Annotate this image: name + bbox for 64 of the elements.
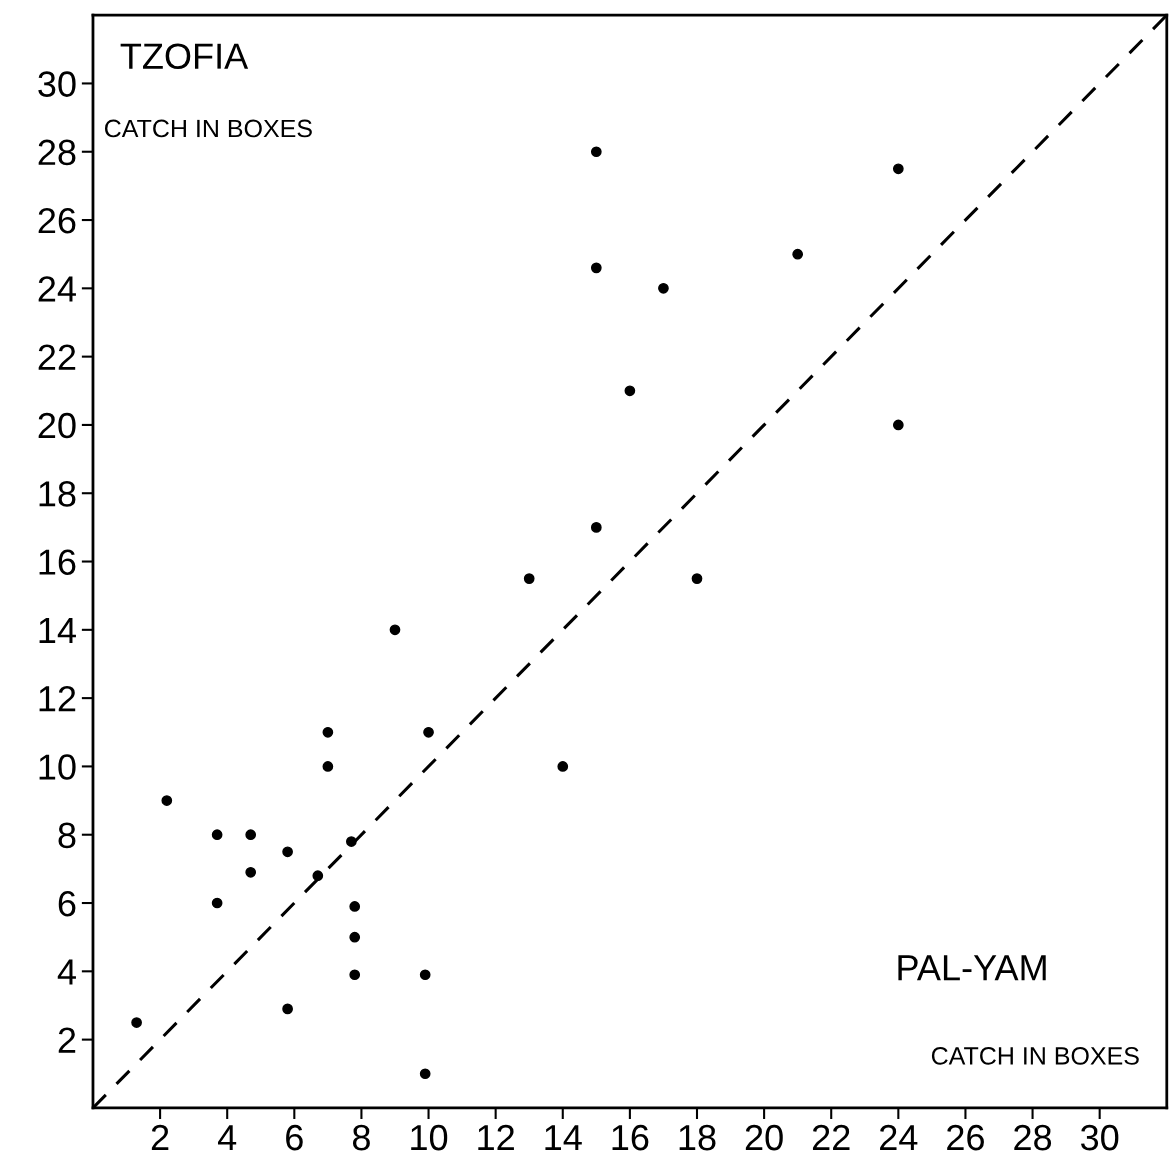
y-tick-label: 30 xyxy=(38,71,76,97)
point xyxy=(892,163,904,175)
x-tick-label: 2 xyxy=(151,1124,169,1151)
x-tick-label: 4 xyxy=(217,1125,237,1151)
point xyxy=(590,262,602,274)
point xyxy=(349,969,361,981)
y-tick-label: 2 xyxy=(58,1027,76,1053)
point xyxy=(423,726,434,738)
point xyxy=(419,1068,431,1080)
x-tick-label: 28 xyxy=(1014,1124,1052,1151)
point xyxy=(557,761,569,772)
point xyxy=(349,931,361,943)
point xyxy=(282,846,293,858)
point xyxy=(590,146,602,158)
y-tick-label: 20 xyxy=(38,412,76,439)
x-tick-label: 14 xyxy=(545,1125,582,1151)
y-tick-label: 12 xyxy=(39,686,76,712)
y-tick-label: 10 xyxy=(39,754,76,780)
point xyxy=(691,573,703,584)
point xyxy=(322,726,334,738)
x-tick-label: 16 xyxy=(612,1124,649,1151)
point xyxy=(131,1017,142,1028)
point xyxy=(322,761,334,772)
point xyxy=(245,866,257,878)
y-tick-label: 24 xyxy=(38,276,76,302)
annotation: PAL-YAM xyxy=(898,955,1046,981)
y-tick-label: 28 xyxy=(38,139,76,166)
x-tick-label: 6 xyxy=(286,1124,303,1151)
point xyxy=(211,897,223,909)
y-tick-label: 8 xyxy=(58,822,76,849)
point xyxy=(211,829,223,841)
x-tick-label: 18 xyxy=(679,1124,716,1151)
point xyxy=(346,836,357,847)
y-tick-label: 4 xyxy=(57,959,76,985)
x-tick-label: 22 xyxy=(812,1124,850,1151)
point xyxy=(389,624,401,636)
point xyxy=(245,829,257,841)
point xyxy=(658,282,669,294)
x-tick-label: 8 xyxy=(352,1124,370,1151)
y-tick-label: 26 xyxy=(38,207,76,234)
x-tick-label: 30 xyxy=(1080,1124,1119,1151)
annotation: CATCH IN BOXES xyxy=(931,1047,1139,1065)
y-tick-label: 22 xyxy=(38,344,76,370)
point xyxy=(161,795,173,806)
x-tick-label: 10 xyxy=(411,1124,448,1151)
y-tick-label: 18 xyxy=(39,481,76,507)
annotation: TZOFIA xyxy=(120,43,249,69)
x-tick-label: 20 xyxy=(745,1124,783,1151)
point xyxy=(282,1003,293,1015)
y-tick-label: 14 xyxy=(39,618,76,643)
point xyxy=(312,870,324,882)
point xyxy=(792,248,804,260)
point xyxy=(892,419,904,431)
point xyxy=(590,522,602,533)
point xyxy=(523,573,535,584)
annotation: CATCH IN BOXES xyxy=(104,119,312,138)
x-tick-label: 12 xyxy=(478,1124,514,1151)
point xyxy=(419,969,431,981)
point xyxy=(349,901,361,912)
y-tick-label: 6 xyxy=(58,890,76,917)
point xyxy=(624,385,636,397)
y-tick-label: 16 xyxy=(39,549,76,575)
x-tick-label: 26 xyxy=(947,1124,984,1151)
x-tick-label: 24 xyxy=(880,1124,918,1151)
